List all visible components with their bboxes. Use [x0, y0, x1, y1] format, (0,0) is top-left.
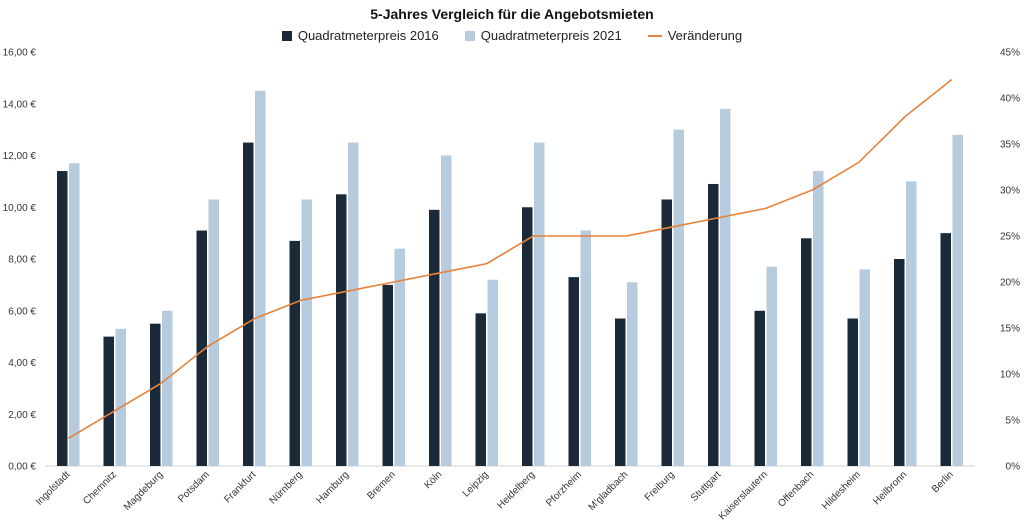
x-category-label: Pforzheim: [544, 469, 584, 509]
line-veraenderung: [67, 78, 953, 440]
x-category-label: Stuttgart: [689, 469, 724, 504]
y-left-tick-label: 0,00 €: [8, 462, 36, 473]
x-category-label: Ingolstadt: [34, 469, 73, 508]
bar-2021: [394, 248, 405, 466]
y-right-tick-label: 25%: [1000, 232, 1020, 243]
x-category-label: Potsdam: [176, 469, 212, 505]
bar-2021: [906, 181, 917, 466]
x-category-label: Heilbronn: [871, 469, 909, 507]
bar-2016: [708, 183, 719, 466]
bar-2021: [534, 142, 545, 466]
bar-2021: [115, 328, 126, 466]
bar-2021: [348, 142, 359, 466]
x-category-label: M'gladbach: [587, 469, 631, 513]
x-category-label: Hildesheim: [820, 469, 863, 512]
y-left-tick-label: 16,00 €: [3, 48, 37, 59]
bar-2021: [859, 269, 870, 466]
x-category-label: Chemnitz: [81, 469, 119, 507]
x-category-label: Heidelberg: [495, 469, 537, 511]
bar-2016: [336, 194, 347, 466]
bar-2021: [487, 279, 498, 466]
bar-2021: [301, 199, 312, 467]
bar-2016: [475, 313, 486, 466]
legend-item-2021: Quadratmeterpreis 2021: [464, 28, 622, 43]
bar-2021: [627, 282, 638, 466]
bar-2016: [522, 207, 533, 466]
y-right-tick-label: 5%: [1006, 416, 1021, 427]
bar-2021: [766, 266, 777, 466]
bar-2016: [243, 142, 254, 466]
x-category-label: Berlin: [930, 469, 956, 495]
legend-label-2021: Quadratmeterpreis 2021: [480, 28, 622, 43]
y-left-tick-label: 12,00 €: [3, 151, 37, 162]
chart-title: 5-Jahres Vergleich für die Angebotsmiete…: [370, 6, 654, 22]
y-right-tick-label: 35%: [1000, 140, 1020, 151]
legend: Quadratmeterpreis 2016 Quadratmeterpreis…: [0, 28, 1024, 43]
bar-2021: [720, 108, 731, 467]
bar-2021: [255, 90, 266, 466]
bar-2016: [661, 199, 672, 467]
bar-2016: [196, 230, 207, 466]
legend-swatch-2016: [281, 30, 292, 41]
y-right-tick-label: 10%: [1000, 370, 1020, 381]
y-left-tick-label: 6,00 €: [8, 306, 36, 317]
bar-2016: [382, 284, 393, 466]
bar-2016: [615, 318, 626, 466]
bar-2016: [754, 310, 765, 466]
x-category-label: Köln: [422, 469, 444, 491]
bar-2016: [150, 323, 161, 466]
bar-2016: [801, 238, 812, 466]
x-category-label: Leipzig: [461, 469, 491, 499]
x-category-label: Magdeburg: [122, 469, 166, 513]
bar-2021: [952, 134, 963, 467]
y-left-tick-label: 2,00 €: [8, 410, 36, 421]
bar-2021: [69, 163, 80, 466]
y-right-tick-label: 20%: [1000, 278, 1020, 289]
legend-label-2016: Quadratmeterpreis 2016: [297, 28, 439, 43]
bar-2021: [673, 129, 684, 466]
legend-swatch-2021: [464, 30, 475, 41]
bar-2016: [103, 336, 114, 466]
x-category-label: Kaiserslautern: [717, 469, 770, 522]
x-category-label: Nürnberg: [268, 469, 305, 506]
y-right-tick-label: 30%: [1000, 186, 1020, 197]
bar-2021: [208, 199, 219, 467]
x-category-label: Bremen: [365, 469, 398, 502]
bar-2016: [894, 259, 905, 466]
bar-2021: [813, 171, 824, 466]
x-category-label: Hamburg: [315, 469, 352, 506]
x-category-label: Freiburg: [643, 469, 677, 503]
y-right-tick-label: 40%: [1000, 94, 1020, 105]
bar-2016: [289, 240, 300, 466]
bar-2016: [57, 171, 68, 466]
legend-label-veraenderung: Veränderung: [667, 28, 743, 43]
y-right-tick-label: 0%: [1006, 462, 1021, 473]
x-category-label: Frankfurt: [222, 469, 258, 505]
bar-2016: [429, 209, 440, 466]
legend-item-2016: Quadratmeterpreis 2016: [281, 28, 439, 43]
y-left-tick-label: 8,00 €: [8, 255, 36, 266]
bar-2016: [847, 318, 858, 466]
legend-swatch-veraenderung: [647, 34, 662, 37]
y-left-tick-label: 4,00 €: [8, 358, 36, 369]
y-left-tick-label: 10,00 €: [3, 203, 37, 214]
y-right-tick-label: 15%: [1000, 324, 1020, 335]
y-left-tick-label: 14,00 €: [3, 99, 37, 110]
y-right-tick-label: 45%: [1000, 48, 1020, 59]
bar-2021: [441, 155, 452, 466]
legend-item-veraenderung: Veränderung: [647, 28, 743, 43]
bar-2016: [940, 233, 951, 466]
bar-2021: [580, 230, 591, 466]
x-category-label: Offenbach: [776, 469, 816, 509]
bar-2021: [162, 310, 173, 466]
bar-2016: [568, 277, 579, 466]
